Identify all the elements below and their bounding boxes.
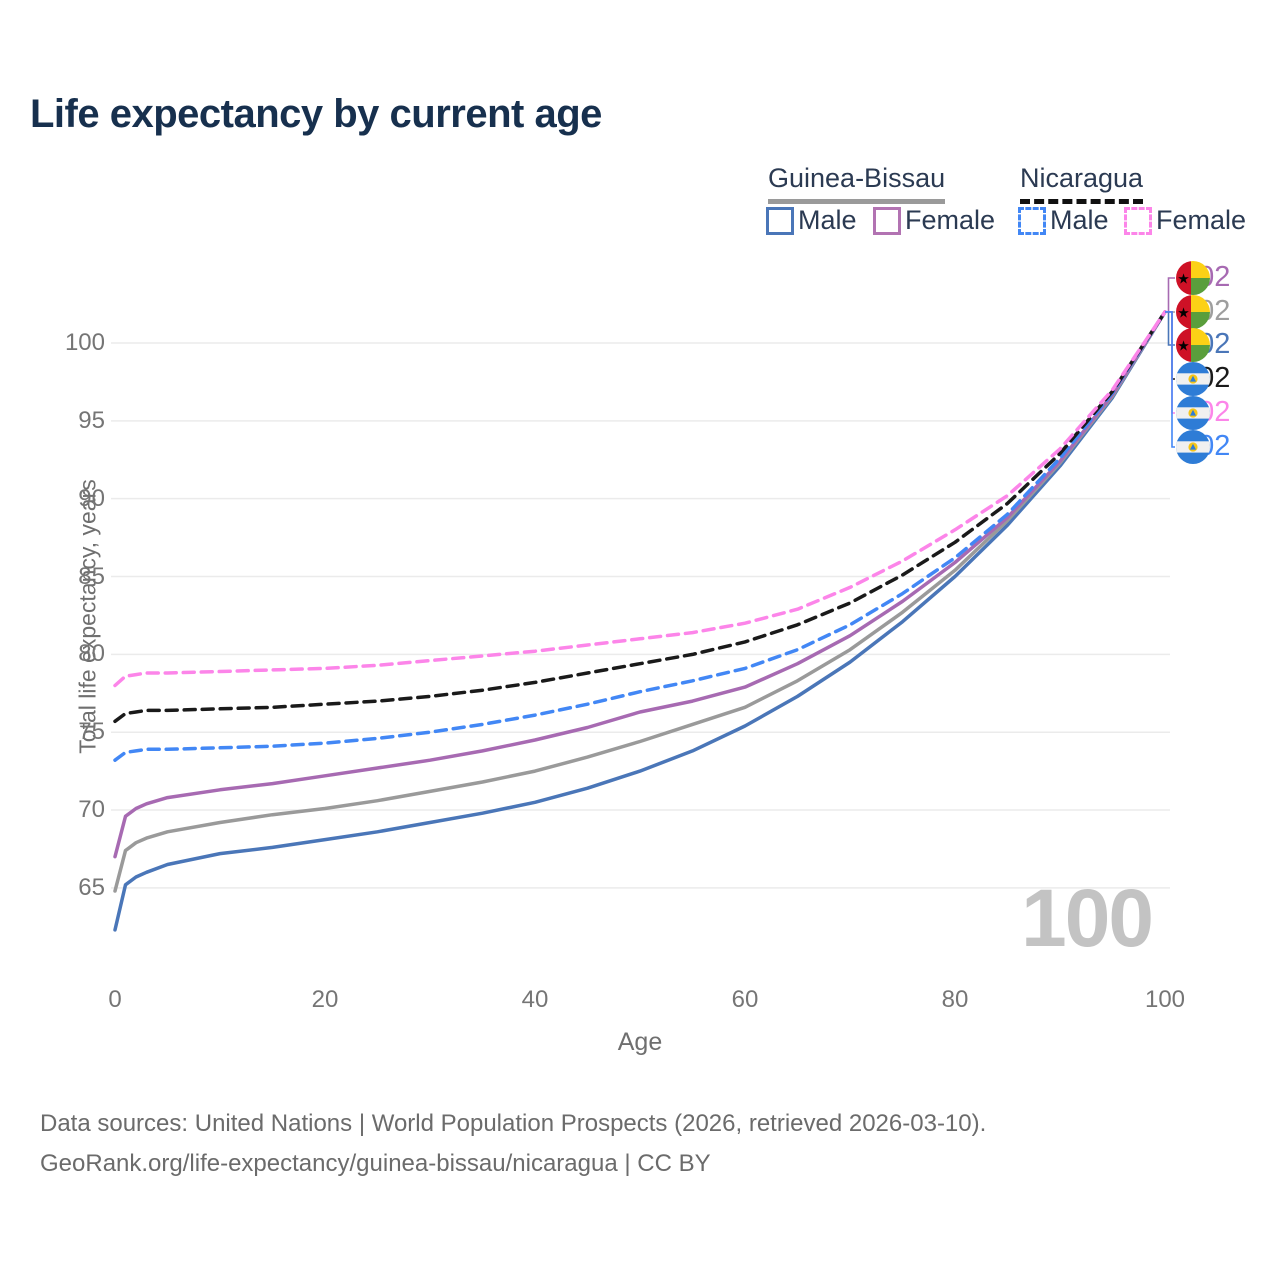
y-tick-label-65: 65 xyxy=(78,873,105,901)
guinea-bissau-flag: ★ xyxy=(1176,261,1210,295)
attribution-link-text[interactable]: GeoRank.org/life-expectancy/guinea-bissa… xyxy=(40,1150,711,1177)
guinea-bissau-flag: ★ xyxy=(1176,295,1210,329)
legend-item-ni-female[interactable]: Female xyxy=(1124,205,1246,236)
end-label-row-nicaragua-both[interactable]: 102 xyxy=(1176,362,1230,396)
nicaragua-flag xyxy=(1176,362,1210,396)
leader-line-guinea-bissau-female xyxy=(1165,277,1175,313)
series-line-guinea-bissau-male[interactable] xyxy=(113,310,1167,932)
x-tick-label-20: 20 xyxy=(311,986,339,1013)
x-axis-title: Age xyxy=(617,1028,663,1056)
y-tick-label-90: 90 xyxy=(78,484,105,512)
end-label-row-nicaragua-female[interactable]: 102 xyxy=(1176,396,1230,430)
legend-group-nicaragua[interactable]: Nicaragua xyxy=(1020,163,1144,204)
guinea-bissau-flag: ★ xyxy=(1176,328,1210,362)
leader-line-nicaragua-female xyxy=(1165,311,1175,414)
end-label-row-guinea-bissau-female[interactable]: ★102 xyxy=(1176,261,1230,295)
svg-text:★: ★ xyxy=(1177,305,1190,321)
end-label-row-guinea-bissau-both[interactable]: ★102 xyxy=(1176,295,1230,329)
x-tick-label-0: 0 xyxy=(108,986,122,1013)
solid-square-icon xyxy=(766,206,794,235)
y-tick-label-75: 75 xyxy=(78,718,105,746)
legend-item-gb-male[interactable]: Male xyxy=(766,205,857,236)
nicaragua-flag xyxy=(1176,430,1210,464)
x-tick-label-60: 60 xyxy=(731,986,759,1013)
x-tick-label-40: 40 xyxy=(521,986,549,1013)
legend-group-guinea-bissau[interactable]: Guinea-Bissau xyxy=(768,163,946,204)
end-label-row-nicaragua-male[interactable]: 102 xyxy=(1176,430,1230,464)
end-label-row-guinea-bissau-male[interactable]: ★102 xyxy=(1176,328,1230,362)
y-tick-label-80: 80 xyxy=(78,640,105,668)
x-tick-label-80: 80 xyxy=(941,986,969,1013)
series-line-guinea-bissau-female[interactable] xyxy=(113,310,1167,859)
legend-item-ni-male[interactable]: Male xyxy=(1018,205,1109,236)
y-tick-label-70: 70 xyxy=(78,796,105,824)
series-line-nicaragua-male[interactable] xyxy=(113,310,1167,762)
nicaragua-flag xyxy=(1176,396,1210,430)
page-title: Life expectancy by current age xyxy=(30,92,602,136)
x-tick-label-100: 100 xyxy=(1144,986,1186,1013)
series-line-guinea-bissau-both-sexes[interactable] xyxy=(113,310,1167,893)
svg-text:★: ★ xyxy=(1177,338,1190,354)
legend-item-gb-female[interactable]: Female xyxy=(873,205,995,236)
dashed-square-icon xyxy=(1018,206,1046,235)
svg-text:★: ★ xyxy=(1177,271,1190,287)
y-tick-label-100: 100 xyxy=(64,329,105,356)
leader-line-nicaragua-male xyxy=(1165,311,1175,448)
series-line-nicaragua-female[interactable] xyxy=(113,310,1167,688)
legend-label: Male xyxy=(798,205,857,235)
series-line-nicaragua-both-sexes[interactable] xyxy=(113,310,1167,724)
legend-label: Female xyxy=(905,205,996,235)
solid-square-icon xyxy=(873,206,901,235)
dashed-square-icon xyxy=(1124,206,1152,235)
data-sources-text: Data sources: United Nations | World Pop… xyxy=(40,1110,987,1137)
y-tick-label-85: 85 xyxy=(78,562,105,590)
legend-label: Female xyxy=(1156,205,1247,235)
legend-label: Male xyxy=(1050,205,1109,235)
age-watermark: 100 xyxy=(1021,873,1154,964)
y-tick-label-95: 95 xyxy=(78,406,105,434)
leader-line-guinea-bissau-male xyxy=(1165,311,1175,346)
